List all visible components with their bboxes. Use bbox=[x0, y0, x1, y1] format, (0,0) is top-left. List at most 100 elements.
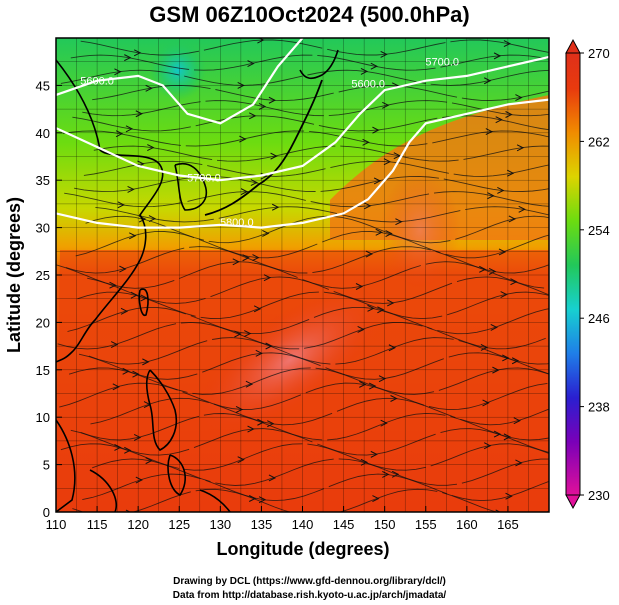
streamline-arrow bbox=[502, 354, 510, 362]
streamline-arrow bbox=[483, 442, 492, 450]
streamline-arrow bbox=[258, 103, 267, 110]
streamline-arrow bbox=[355, 283, 364, 290]
streamline-arrow bbox=[375, 228, 383, 236]
streamline-arrow bbox=[125, 125, 134, 133]
streamline-arrow bbox=[495, 116, 503, 124]
streamline-arrow bbox=[493, 52, 502, 60]
x-tick-label: 155 bbox=[415, 517, 437, 532]
x-axis-label: Longitude (degrees) bbox=[216, 539, 389, 559]
x-tick-label: 115 bbox=[87, 517, 108, 532]
contour-label: 5600.0 bbox=[80, 76, 114, 88]
streamline-arrow bbox=[370, 62, 378, 70]
y-tick-labels: 0 5 10 15 20 25 30 35 40 45 bbox=[36, 78, 62, 520]
streamline-arrow bbox=[513, 417, 521, 425]
x-tick-label: 120 bbox=[127, 517, 149, 532]
streamline-arrow bbox=[378, 375, 387, 383]
streamline-arrow bbox=[263, 274, 272, 282]
streamline-arrow bbox=[493, 430, 502, 438]
streamline-arrow bbox=[485, 128, 493, 136]
streamline-arrow bbox=[247, 425, 255, 433]
streamline-arrow bbox=[145, 84, 153, 92]
streamline-arrow bbox=[109, 281, 117, 289]
colorbar-tick-label: 262 bbox=[588, 134, 610, 149]
streamline-arrow bbox=[112, 383, 120, 391]
streamline-arrow bbox=[237, 456, 245, 464]
streamline-arrow bbox=[503, 433, 512, 441]
streamline-arrow bbox=[258, 496, 267, 504]
colorbar-tick-label: 246 bbox=[588, 311, 610, 326]
streamline-arrow bbox=[382, 470, 390, 478]
streamline-arrow bbox=[368, 382, 377, 390]
streamline-arrow bbox=[133, 434, 142, 441]
streamline-arrow bbox=[380, 419, 388, 427]
y-tick-label: 40 bbox=[36, 126, 50, 141]
streamline-arrow bbox=[132, 370, 140, 378]
contour-line bbox=[56, 38, 304, 125]
streamline-arrow bbox=[127, 185, 135, 193]
streamline-arrow bbox=[248, 112, 257, 120]
streamline-arrow bbox=[365, 250, 373, 258]
streamline-arrow bbox=[488, 267, 497, 275]
streamline-arrow bbox=[268, 96, 277, 104]
contour-line bbox=[56, 55, 549, 182]
streamline-arrow bbox=[395, 218, 403, 226]
height-contours: 5600.0 5700.0 5800.0 5600.0 5700.0 bbox=[56, 38, 549, 229]
colorbar-tick-label: 270 bbox=[588, 46, 610, 61]
streamline-arrow bbox=[487, 192, 495, 200]
streamline-arrow bbox=[385, 230, 393, 237]
streamline-arrow bbox=[393, 152, 401, 160]
contour-label: 5600.0 bbox=[351, 79, 385, 91]
y-tick-label: 25 bbox=[36, 268, 50, 283]
streamline-arrow bbox=[377, 306, 385, 314]
streamline-arrow bbox=[387, 299, 395, 307]
streamline-arrow bbox=[135, 110, 143, 118]
streamline-arrow bbox=[115, 130, 124, 138]
streamline-arrow bbox=[388, 344, 397, 352]
streamline-arrow bbox=[515, 94, 523, 102]
streamline-arrow bbox=[268, 474, 277, 482]
streamline-arrow bbox=[508, 215, 516, 223]
streamline-arrow bbox=[359, 380, 367, 388]
streamline-arrow bbox=[372, 495, 380, 503]
streamline-arrow bbox=[505, 492, 513, 500]
contour-label: 5700.0 bbox=[425, 57, 459, 69]
streamline-arrow bbox=[490, 323, 498, 331]
x-tick-label: 110 bbox=[46, 517, 67, 532]
colorbar-top-arrow bbox=[565, 38, 581, 54]
x-tick-label: 140 bbox=[292, 517, 314, 532]
colorbar-tick-label: 230 bbox=[588, 488, 610, 503]
y-axis-label: Latitude (degrees) bbox=[4, 197, 24, 353]
streamline-arrow bbox=[271, 203, 280, 211]
y-tick-label: 45 bbox=[36, 78, 50, 93]
warm-core-patch-2 bbox=[380, 170, 460, 290]
streamline-arrow bbox=[110, 341, 119, 348]
streamline-arrow bbox=[362, 138, 370, 146]
colorbar: 270 262 254 246 238 230 bbox=[565, 38, 610, 510]
credit-drawing: Drawing by DCL (https://www.gfd-dennou.o… bbox=[173, 576, 446, 587]
x-tick-label: 125 bbox=[168, 517, 190, 532]
streamline-arrow bbox=[142, 358, 150, 366]
streamline-arrow bbox=[370, 450, 378, 458]
streamline-arrow bbox=[497, 187, 505, 194]
x-tick-label: 150 bbox=[374, 517, 396, 532]
streamline-arrow bbox=[516, 144, 525, 152]
contour-label: 5700.0 bbox=[187, 172, 221, 184]
streamline-arrow bbox=[511, 357, 520, 365]
x-tick-labels: 110 115 120 125 130 135 140 145 150 155 160 165 bbox=[46, 506, 519, 532]
streamline-arrow bbox=[391, 470, 400, 478]
y-tick-label: 0 bbox=[43, 505, 50, 520]
streamline-arrow bbox=[148, 215, 157, 223]
streamline-arrow bbox=[515, 459, 523, 467]
streamline-arrow bbox=[232, 258, 240, 266]
streamline-arrow bbox=[145, 457, 153, 465]
streamline-arrow bbox=[390, 395, 398, 402]
streamline-arrow bbox=[124, 446, 132, 454]
streamline-arrow bbox=[253, 305, 262, 313]
x-tick-label: 130 bbox=[209, 517, 231, 532]
streamline-arrow bbox=[518, 205, 526, 213]
streamline-arrow bbox=[252, 254, 260, 262]
streamline-arrow bbox=[255, 349, 263, 357]
x-tick-label: 145 bbox=[333, 517, 355, 532]
streamline-arrow bbox=[235, 405, 244, 413]
streamline-arrow bbox=[239, 135, 247, 143]
